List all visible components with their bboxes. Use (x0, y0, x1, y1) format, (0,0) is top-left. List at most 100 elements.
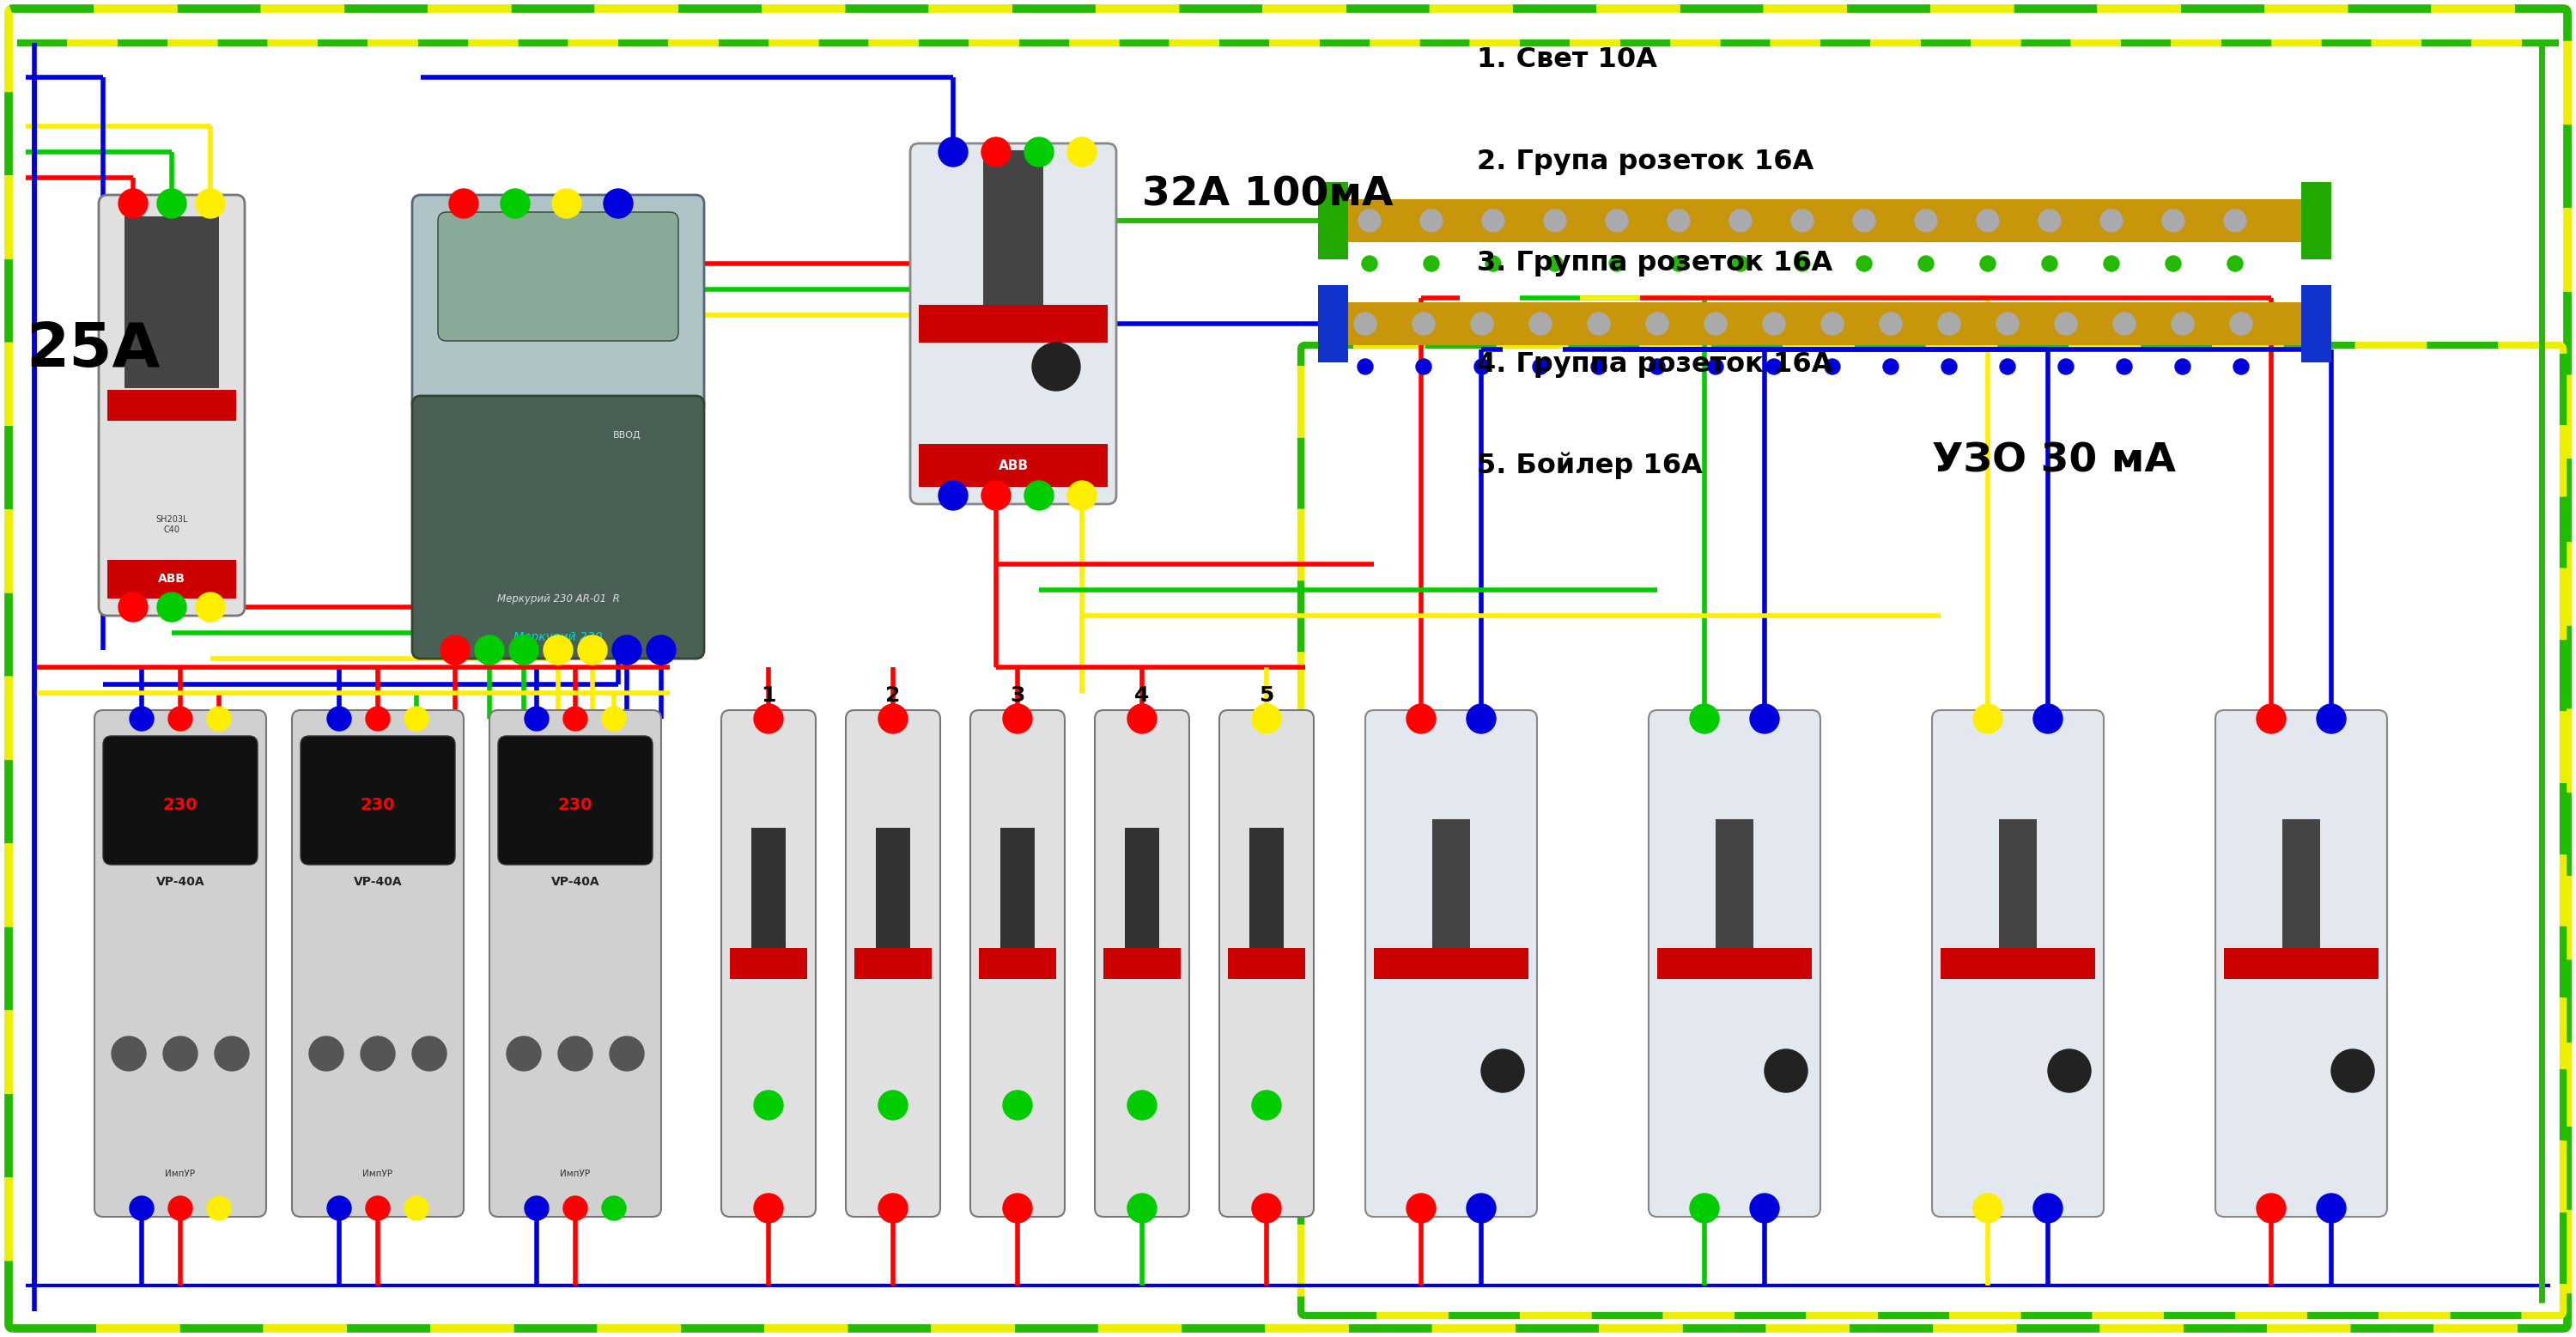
Circle shape (1406, 1194, 1435, 1223)
Circle shape (162, 1036, 198, 1071)
Circle shape (510, 635, 538, 664)
Circle shape (1734, 255, 1749, 271)
Circle shape (1252, 705, 1280, 733)
Circle shape (551, 189, 582, 218)
Circle shape (2166, 255, 2182, 271)
Circle shape (1790, 210, 1814, 231)
FancyBboxPatch shape (971, 710, 1064, 1217)
Bar (2223, 948, 2378, 979)
Circle shape (2172, 313, 2195, 334)
Circle shape (1128, 1091, 1157, 1120)
Bar (984, 150, 1043, 305)
Circle shape (2043, 255, 2058, 271)
Circle shape (1252, 1194, 1280, 1223)
Bar (729, 948, 806, 979)
Circle shape (1690, 1194, 1718, 1223)
Text: Меркурий 230 AR-01  R: Меркурий 230 AR-01 R (497, 592, 618, 604)
Circle shape (2056, 313, 2076, 334)
Circle shape (2038, 210, 2061, 231)
Text: Меркурий 230: Меркурий 230 (513, 631, 603, 643)
Circle shape (111, 1036, 147, 1071)
Circle shape (938, 481, 969, 511)
Circle shape (1419, 210, 1443, 231)
Bar (1716, 820, 1754, 948)
Circle shape (2032, 705, 2063, 733)
Text: ВВОД: ВВОД (613, 431, 641, 440)
FancyBboxPatch shape (98, 195, 245, 616)
Circle shape (474, 635, 505, 664)
Circle shape (2233, 358, 2249, 374)
Circle shape (1857, 255, 1873, 271)
Circle shape (1749, 1194, 1780, 1223)
Circle shape (2228, 255, 2244, 271)
Bar (124, 217, 219, 388)
Text: 25A: 25A (26, 320, 160, 380)
Circle shape (1883, 358, 1899, 374)
Circle shape (2048, 1050, 2092, 1092)
Circle shape (1471, 313, 1494, 334)
Circle shape (577, 635, 608, 664)
Text: 3: 3 (1010, 686, 1025, 706)
Bar (1249, 828, 1283, 948)
FancyBboxPatch shape (301, 735, 456, 865)
Circle shape (1481, 210, 1504, 231)
Circle shape (755, 1194, 783, 1223)
FancyBboxPatch shape (1365, 710, 1538, 1217)
Circle shape (1587, 313, 1610, 334)
Circle shape (129, 1197, 155, 1221)
Circle shape (1425, 255, 1440, 271)
Text: 230: 230 (559, 797, 592, 813)
Bar (876, 828, 909, 948)
Circle shape (564, 1197, 587, 1221)
Text: 4. Группа розеток 16А: 4. Группа розеток 16А (1476, 350, 1832, 377)
Circle shape (1824, 358, 1839, 374)
Text: ИмпУР: ИмпУР (363, 1170, 394, 1178)
Circle shape (1363, 255, 1378, 271)
Circle shape (1728, 210, 1752, 231)
Text: SH203L
C40: SH203L C40 (155, 516, 188, 533)
Circle shape (1128, 1194, 1157, 1223)
FancyBboxPatch shape (103, 735, 258, 865)
Circle shape (1533, 358, 1548, 374)
Circle shape (2161, 210, 2184, 231)
Circle shape (1667, 210, 1690, 231)
Circle shape (129, 707, 155, 731)
Circle shape (327, 1197, 350, 1221)
Circle shape (118, 592, 147, 622)
Circle shape (1880, 313, 1901, 334)
Bar (2282, 820, 2321, 948)
Circle shape (404, 1197, 428, 1221)
FancyBboxPatch shape (95, 710, 265, 1217)
Circle shape (412, 1036, 446, 1071)
Circle shape (755, 705, 783, 733)
Circle shape (440, 635, 469, 664)
Bar (1103, 948, 1180, 979)
Circle shape (1548, 255, 1564, 271)
Circle shape (1592, 358, 1607, 374)
Circle shape (206, 1197, 232, 1221)
Circle shape (2117, 358, 2133, 374)
Text: 3. Группа розеток 16А: 3. Группа розеток 16А (1476, 250, 1832, 275)
Bar (1656, 948, 1811, 979)
Circle shape (526, 1197, 549, 1221)
Circle shape (214, 1036, 250, 1071)
Bar (1332, 199, 2318, 242)
Circle shape (938, 138, 969, 167)
Circle shape (1914, 210, 1937, 231)
Circle shape (1002, 705, 1033, 733)
Text: 1. Свет 10А: 1. Свет 10А (1476, 47, 1656, 74)
Bar (1940, 948, 2094, 979)
Circle shape (1025, 481, 1054, 511)
Circle shape (167, 1197, 193, 1221)
Text: УЗО 30 мА: УЗО 30 мА (1932, 441, 2177, 480)
Circle shape (1610, 255, 1625, 271)
Circle shape (1355, 313, 1376, 334)
Circle shape (1795, 255, 1811, 271)
Text: VP-40A: VP-40A (157, 876, 204, 888)
Text: 5. Бойлер 16А: 5. Бойлер 16А (1476, 452, 1703, 479)
Circle shape (559, 1036, 592, 1071)
Circle shape (1672, 255, 1687, 271)
Bar (2300, 182, 2331, 259)
Circle shape (1358, 210, 1381, 231)
Bar (1999, 820, 2038, 948)
